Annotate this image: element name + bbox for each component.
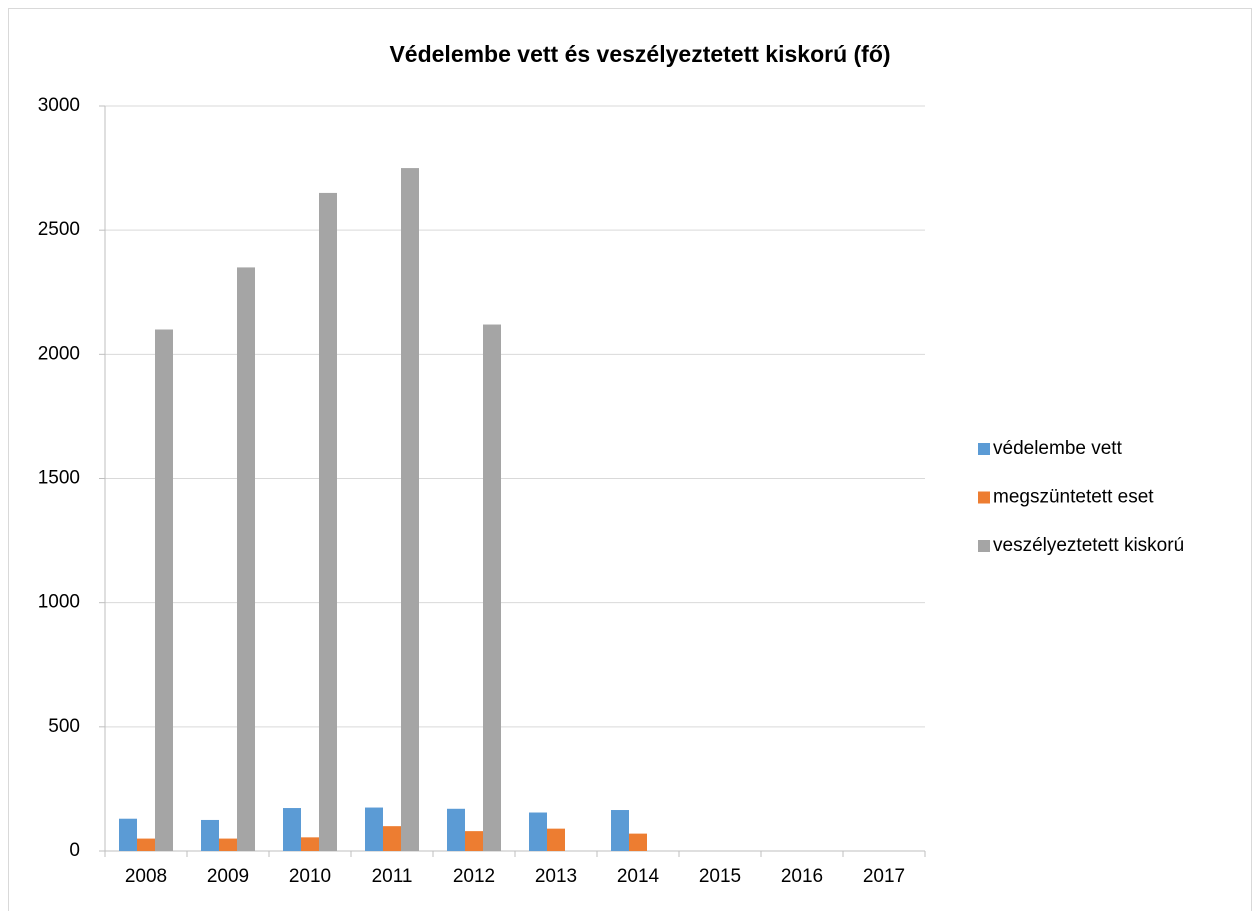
bar <box>483 324 501 851</box>
legend-label: veszélyeztetett kiskorú <box>993 535 1184 556</box>
x-tick-label: 2016 <box>781 866 823 887</box>
x-tick-label: 2010 <box>289 866 331 887</box>
legend-swatch <box>978 491 990 504</box>
y-tick-label: 2500 <box>38 219 80 240</box>
x-tick-label: 2011 <box>372 866 413 887</box>
x-tick-label: 2015 <box>699 866 741 887</box>
x-tick-label: 2017 <box>863 866 905 887</box>
y-tick-label: 1000 <box>38 592 80 613</box>
bar <box>301 837 319 851</box>
y-tick-label: 0 <box>69 840 80 861</box>
bar <box>465 831 483 851</box>
x-tick-label: 2009 <box>207 866 249 887</box>
bar <box>529 812 547 851</box>
bar <box>611 810 629 851</box>
bar <box>365 807 383 851</box>
bar <box>401 168 419 852</box>
chart-title: Védelembe vett és veszélyeztetett kiskor… <box>389 41 890 67</box>
y-tick-label: 3000 <box>38 95 80 116</box>
bar <box>155 329 173 851</box>
bar <box>137 838 155 851</box>
legend-swatch <box>978 540 990 552</box>
legend-swatch <box>978 443 990 455</box>
y-tick-label: 2000 <box>38 343 80 364</box>
bar <box>383 826 401 851</box>
bar <box>447 808 465 851</box>
x-tick-label: 2013 <box>535 866 577 887</box>
bar <box>119 818 137 851</box>
bar <box>547 828 565 851</box>
legend-label: védelembe vett <box>993 438 1123 459</box>
bar <box>283 808 301 851</box>
chart-border <box>8 8 1252 911</box>
bar <box>319 192 337 851</box>
legend-label: megszüntetett eset <box>993 487 1154 508</box>
y-tick-label: 500 <box>48 716 80 737</box>
bar <box>219 838 237 851</box>
y-tick-label: 1500 <box>38 468 80 489</box>
x-tick-label: 2012 <box>453 866 495 887</box>
bar <box>201 819 219 851</box>
bar <box>629 833 647 851</box>
bar <box>237 267 255 852</box>
x-tick-label: 2008 <box>125 866 167 887</box>
x-tick-label: 2014 <box>617 866 660 887</box>
